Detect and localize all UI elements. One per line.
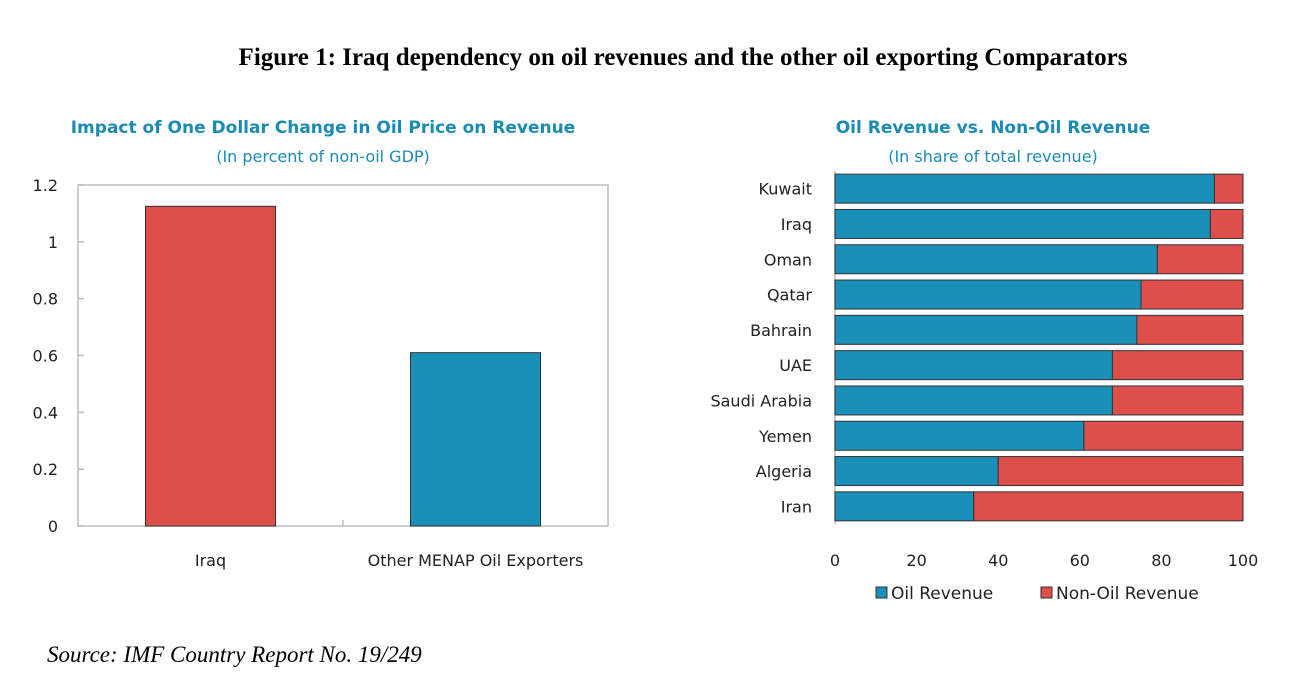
right-bar-oil-kuwait [834, 173, 1215, 204]
right-bar-nonoil-algeria [997, 456, 1244, 487]
right-chart-subtitle: (In share of total revenue) [888, 147, 1098, 166]
right-x-tick-label: 100 [1228, 551, 1259, 570]
left-y-tick-label: 1.2 [33, 176, 58, 195]
right-bar-nonoil-yemen [1083, 420, 1244, 451]
left-bar-other-menap-oil-exporters [410, 352, 541, 527]
right-bar-oil-iraq [834, 208, 1211, 239]
right-chart-title: Oil Revenue vs. Non-Oil Revenue [836, 118, 1151, 138]
left-y-tick-label: 0.8 [33, 290, 58, 309]
right-bar-nonoil-saudi-arabia [1111, 385, 1244, 416]
left-x-category-label: Iraq [195, 551, 226, 570]
right-bar-nonoil-uae [1111, 350, 1244, 381]
left-chart-title: Impact of One Dollar Change in Oil Price… [71, 118, 576, 138]
right-x-tick-label: 40 [988, 551, 1008, 570]
figure-title: Figure 1: Iraq dependency on oil revenue… [238, 44, 1128, 71]
right-y-category-label: Saudi Arabia [710, 391, 812, 410]
legend-label-non-oil-revenue: Non-Oil Revenue [1056, 584, 1199, 604]
legend-swatch-non-oil-revenue [1040, 586, 1053, 599]
right-bar-nonoil-bahrain [1136, 314, 1244, 345]
right-y-category-label: Algeria [756, 462, 812, 481]
right-bar-nonoil-kuwait [1213, 173, 1244, 204]
left-y-tick-label: 0.4 [33, 403, 58, 422]
right-bar-oil-uae [834, 350, 1113, 381]
right-bar-nonoil-iraq [1209, 208, 1244, 239]
right-bar-oil-saudi-arabia [834, 385, 1113, 416]
right-y-category-label: UAE [779, 356, 812, 375]
right-y-category-label: Bahrain [750, 321, 812, 340]
right-x-tick-label: 80 [1151, 551, 1171, 570]
right-x-tick-label: 0 [830, 551, 840, 570]
right-bar-oil-bahrain [834, 314, 1138, 345]
right-y-category-label: Yemen [758, 427, 812, 446]
right-y-category-label: Iran [781, 497, 812, 516]
left-y-tick-label: 0.2 [33, 460, 58, 479]
right-bar-nonoil-qatar [1140, 279, 1244, 310]
right-y-category-label: Iraq [781, 215, 812, 234]
right-x-tick-label: 60 [1070, 551, 1090, 570]
right-bar-oil-iran [834, 491, 975, 522]
legend-swatch-oil-revenue [875, 586, 888, 599]
left-y-tick-label: 0 [48, 517, 58, 536]
right-bar-nonoil-oman [1156, 244, 1244, 275]
left-x-category-label: Other MENAP Oil Exporters [368, 551, 584, 570]
left-chart-subtitle: (In percent of non-oil GDP) [216, 147, 430, 166]
right-bar-oil-yemen [834, 420, 1085, 451]
right-x-tick-label: 20 [906, 551, 926, 570]
right-bar-nonoil-iran [973, 491, 1244, 522]
right-y-category-label: Kuwait [759, 180, 812, 199]
left-y-tick-label: 0.6 [33, 347, 58, 366]
right-y-category-label: Qatar [767, 286, 812, 305]
right-bar-oil-qatar [834, 279, 1142, 310]
legend-label-oil-revenue: Oil Revenue [891, 584, 993, 604]
right-y-category-label: Oman [764, 250, 812, 269]
figure-source: Source: IMF Country Report No. 19/249 [47, 642, 422, 667]
left-y-tick-label: 1 [48, 233, 58, 252]
right-bar-oil-oman [834, 244, 1158, 275]
right-bar-oil-algeria [834, 456, 999, 487]
left-bar-iraq [145, 205, 276, 527]
